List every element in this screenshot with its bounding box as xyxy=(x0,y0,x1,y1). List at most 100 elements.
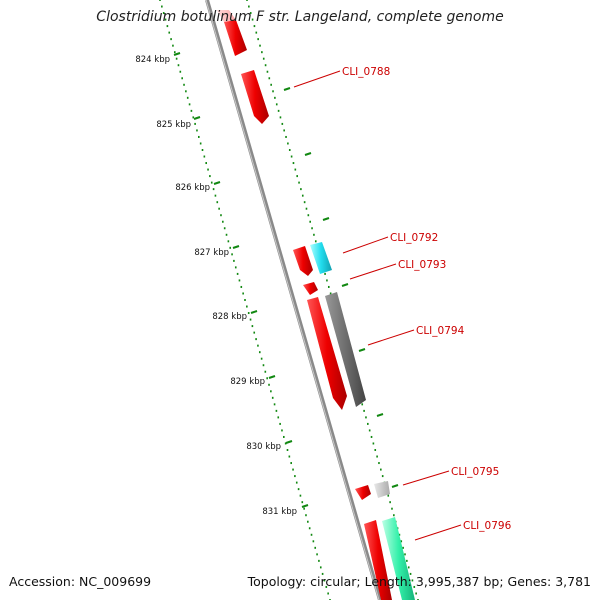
genome-backbone xyxy=(205,0,382,601)
minor-tick xyxy=(164,18,167,21)
minor-tick xyxy=(326,279,328,282)
minor-tick xyxy=(367,422,369,425)
minor-tick xyxy=(381,475,384,478)
major-tick xyxy=(341,283,349,287)
minor-tick xyxy=(370,435,373,438)
gene-feature-cli-0793[interactable] xyxy=(303,282,318,295)
minor-tick xyxy=(311,227,313,230)
major-tick xyxy=(322,217,330,221)
major-tick xyxy=(173,52,181,56)
gene-strand-divider xyxy=(377,518,397,601)
inner-tick-track xyxy=(159,0,331,601)
minor-tick xyxy=(313,233,315,236)
minor-tick xyxy=(255,31,258,34)
minor-tick xyxy=(172,44,174,47)
minor-tick xyxy=(214,194,217,197)
minor-tick xyxy=(203,155,206,158)
gene-feature-cli-0792-cyan[interactable] xyxy=(310,242,332,274)
minor-tick xyxy=(183,83,185,86)
minor-tick xyxy=(247,312,250,315)
minor-tick xyxy=(231,253,233,256)
genome-backbone-highlight xyxy=(205,0,380,601)
minor-tick xyxy=(324,272,326,275)
minor-tick xyxy=(223,227,226,230)
minor-tick xyxy=(240,285,243,288)
minor-tick xyxy=(378,462,380,465)
minor-tick xyxy=(316,553,318,556)
minor-tick xyxy=(168,31,171,34)
gene-feature-cli-0795[interactable] xyxy=(355,485,371,500)
minor-tick xyxy=(287,142,289,145)
minor-tick xyxy=(222,220,224,223)
minor-tick xyxy=(308,527,311,530)
genome-summary-text: Topology: circular; Length: 3,995,387 bp… xyxy=(247,574,591,589)
minor-tick xyxy=(264,64,267,67)
minor-tick xyxy=(271,396,274,399)
minor-tick xyxy=(295,481,298,484)
map-title: Clostridium botulinum F str. Langeland, … xyxy=(96,9,504,25)
kbp-tick-label: 829 kbp xyxy=(230,377,265,387)
gene-label-cli-0793[interactable]: CLI_0793 xyxy=(398,259,446,271)
kbp-tick-label: 828 kbp xyxy=(212,312,247,322)
minor-tick xyxy=(229,246,232,249)
minor-tick xyxy=(268,77,271,80)
minor-tick xyxy=(283,129,285,132)
minor-tick xyxy=(264,370,267,373)
minor-tick xyxy=(361,403,364,406)
minor-tick xyxy=(398,533,401,536)
minor-tick xyxy=(321,572,324,575)
minor-tick xyxy=(296,175,298,178)
minor-tick xyxy=(301,501,304,504)
minor-tick xyxy=(218,207,220,210)
gene-feature-cli-0796-teal[interactable] xyxy=(382,517,415,600)
gene-feature-top-pale[interactable] xyxy=(217,10,236,22)
gene-feature-cli-0796[interactable] xyxy=(364,520,392,600)
gene-label-cli-0795[interactable]: CLI_0795 xyxy=(451,466,499,478)
minor-tick xyxy=(327,592,329,595)
minor-tick xyxy=(376,455,378,458)
kbp-tick-label: 824 kbp xyxy=(135,55,170,65)
minor-tick xyxy=(251,18,254,21)
gene-label-cli-0794[interactable]: CLI_0794 xyxy=(416,325,465,337)
gene-label-cli-0792[interactable]: CLI_0792 xyxy=(390,232,438,244)
kbp-tick-label: 827 kbp xyxy=(194,248,229,258)
minor-tick xyxy=(309,220,311,223)
major-tick xyxy=(304,152,312,156)
minor-tick xyxy=(273,403,276,406)
minor-tick xyxy=(307,214,310,217)
minor-tick xyxy=(209,175,211,178)
minor-tick xyxy=(216,201,219,204)
major-tick xyxy=(285,440,293,444)
minor-tick xyxy=(210,181,213,184)
minor-tick xyxy=(185,90,187,93)
minor-tick xyxy=(314,240,317,243)
gene-feature-cli-0788[interactable] xyxy=(241,70,269,124)
minor-tick xyxy=(279,422,281,425)
minor-tick xyxy=(249,318,252,321)
minor-tick xyxy=(207,168,209,171)
gene-feature-cli-0795-light[interactable] xyxy=(374,481,390,498)
minor-tick xyxy=(288,455,291,458)
minor-tick xyxy=(177,64,180,67)
minor-tick xyxy=(303,201,306,204)
minor-tick xyxy=(365,416,367,419)
minor-tick xyxy=(409,572,412,575)
minor-tick xyxy=(303,507,305,510)
minor-tick xyxy=(279,116,282,119)
gene-label-cli-0788[interactable]: CLI_0788 xyxy=(342,66,390,78)
major-tick xyxy=(301,504,309,508)
minor-tick xyxy=(283,435,285,438)
gene-feature-cli-0794-reverse[interactable] xyxy=(325,292,366,407)
gene-feature-top[interactable] xyxy=(224,20,247,56)
minor-tick xyxy=(307,520,309,523)
minor-tick xyxy=(314,546,317,549)
gene-feature-cli-0794[interactable] xyxy=(307,297,347,410)
minor-tick xyxy=(413,585,416,588)
minor-tick xyxy=(249,12,252,15)
minor-tick xyxy=(411,579,414,582)
gene-label-cli-0796[interactable]: CLI_0796 xyxy=(463,520,512,532)
gene-feature-cli-0792[interactable] xyxy=(293,246,313,276)
minor-tick xyxy=(391,507,393,510)
